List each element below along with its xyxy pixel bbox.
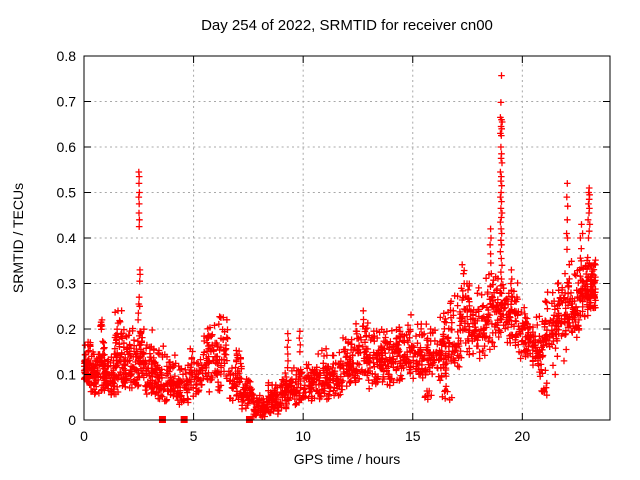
y-tick-label: 0.7 (57, 94, 77, 110)
x-tick-label: 20 (515, 428, 531, 444)
y-tick-label: 0.8 (57, 48, 77, 64)
srmtid-plus-markers (81, 72, 599, 421)
y-tick-label: 0.5 (57, 185, 77, 201)
y-axis-label: SRMTID / TECUs (10, 183, 26, 293)
x-tick-label: 5 (190, 428, 198, 444)
tick-labels: 0 5 10 15 20 0 0.1 0.2 0.3 0.4 0.5 0.6 0.7 0.8 (57, 48, 531, 444)
chart-title: Day 254 of 2022, SRMTID for receiver cn0… (201, 17, 493, 34)
y-tick-label: 0.6 (57, 139, 77, 155)
y-tick-label: 0.2 (57, 321, 77, 337)
y-tick-label: 0.4 (57, 230, 77, 246)
axis-ticks (83, 55, 610, 421)
y-tick-label: 0.3 (57, 276, 77, 292)
x-tick-label: 10 (295, 428, 311, 444)
y-tick-label: 0.1 (57, 367, 77, 383)
x-axis-label: GPS time / hours (294, 451, 401, 467)
y-tick-label: 0 (68, 412, 76, 428)
x-tick-label: 0 (80, 428, 88, 444)
x-tick-label: 15 (405, 428, 421, 444)
data-points (81, 72, 599, 423)
